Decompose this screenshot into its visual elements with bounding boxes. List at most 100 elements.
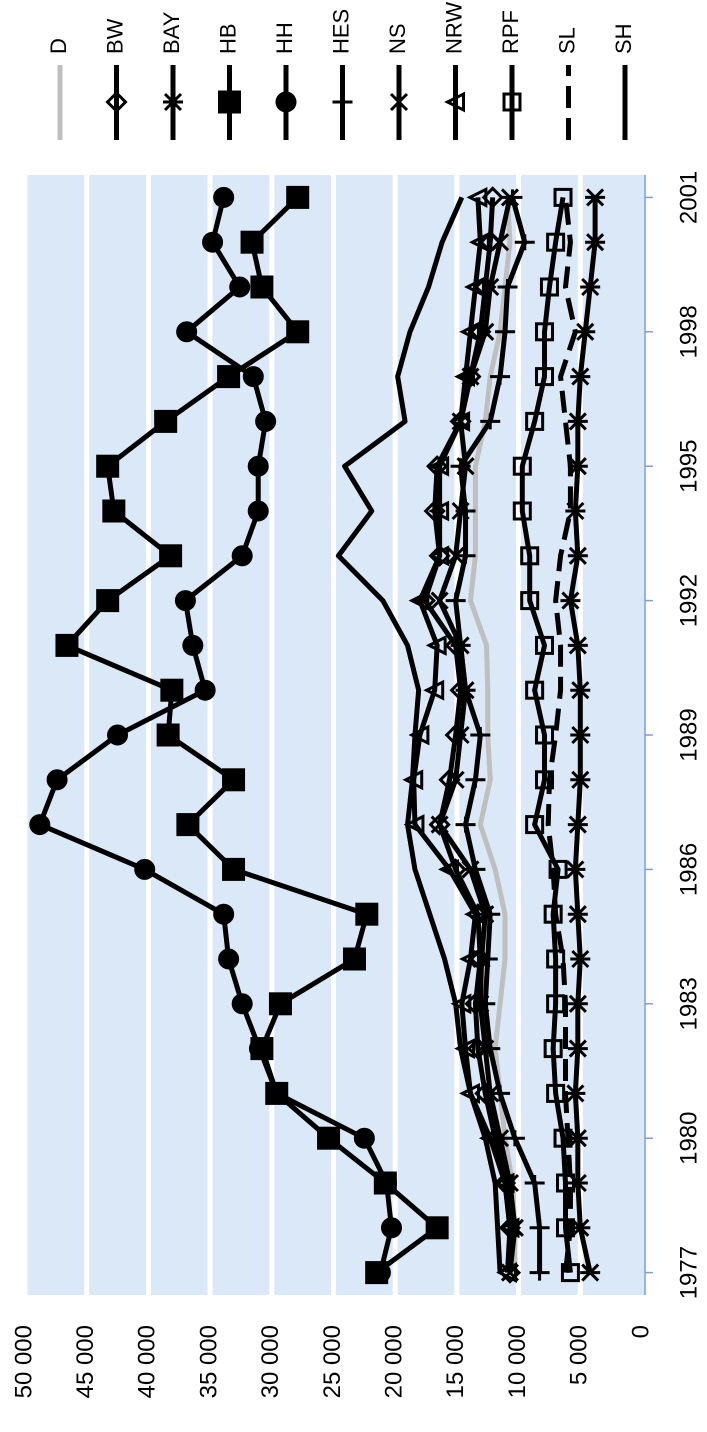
marker [585,233,606,252]
marker [425,1216,449,1240]
marker [159,544,183,568]
marker [560,591,581,610]
marker [423,679,445,701]
marker [182,634,204,656]
marker [275,91,297,113]
marker [231,545,253,567]
marker [266,1082,288,1104]
x-tick-label: 1980 [675,1112,702,1165]
marker [408,590,430,612]
marker [286,185,310,209]
marker [481,186,504,209]
marker [565,860,586,879]
marker [560,1263,580,1283]
marker [546,232,566,252]
series-line [545,197,578,1273]
marker [478,1127,500,1149]
marker [514,234,535,251]
marker [229,276,251,298]
marker [539,277,559,297]
marker [446,770,465,789]
marker [481,1084,500,1103]
legend-item: BW [102,18,128,140]
legend-item: HES [328,9,353,140]
marker [496,1262,517,1284]
marker [567,412,588,431]
marker [525,411,545,431]
marker [428,500,450,522]
y-tick-label: 15 000 [442,1325,469,1398]
series [430,188,524,1282]
y-tick-label: 50 000 [10,1325,37,1398]
marker [317,1126,341,1150]
marker [555,1218,575,1238]
marker [403,814,425,836]
legend-item: RPF [498,10,523,140]
marker [461,860,480,879]
marker [580,1263,601,1282]
marker [96,454,120,478]
marker [471,994,490,1013]
x-tick-label: 1977 [675,1246,702,1299]
marker [456,457,475,476]
marker [455,547,476,564]
marker [217,365,241,389]
legend-label: SH [611,23,636,54]
marker [194,679,216,701]
marker [332,94,353,110]
marker [491,233,510,252]
marker [449,410,471,432]
marker [524,1175,545,1191]
marker [512,456,532,476]
marker [428,545,450,567]
marker [535,635,555,655]
legend-label: RPF [498,10,523,54]
y-tick-label: 25 000 [319,1325,346,1398]
x-tick-label: 1983 [675,977,702,1030]
marker [546,949,566,969]
marker [565,1084,586,1103]
marker [535,725,555,745]
legend-label: NRW [441,2,466,54]
marker [493,1172,515,1194]
marker [376,1172,398,1194]
marker [428,813,451,836]
legend-label: HB [215,23,240,54]
marker [570,367,591,386]
marker [248,1038,270,1060]
marker [451,725,470,745]
marker [369,1262,391,1284]
marker [454,1038,476,1060]
marker [502,189,523,206]
marker [451,636,470,655]
marker [96,589,120,613]
x-tick-label: 1989 [675,708,702,761]
marker [451,501,470,521]
marker [459,948,480,970]
marker [222,857,246,881]
marker [268,992,292,1016]
y-tick-label: 40 000 [134,1325,161,1398]
marker [445,592,466,609]
x-tick-label: 1995 [675,440,702,493]
marker [446,546,465,565]
marker [490,1085,511,1102]
y-tick-label: 45 000 [72,1325,99,1398]
marker [498,1217,520,1239]
marker [134,858,156,880]
marker [575,322,596,341]
marker [176,813,200,837]
marker [555,1173,575,1193]
marker [163,92,183,112]
marker [497,279,518,295]
marker [389,92,409,112]
marker [543,1039,563,1059]
marker [570,770,591,789]
marker [512,501,532,521]
legend-label: D [46,38,71,54]
marker [570,681,591,700]
marker [580,277,601,297]
series [560,188,606,1282]
marker [255,410,277,432]
